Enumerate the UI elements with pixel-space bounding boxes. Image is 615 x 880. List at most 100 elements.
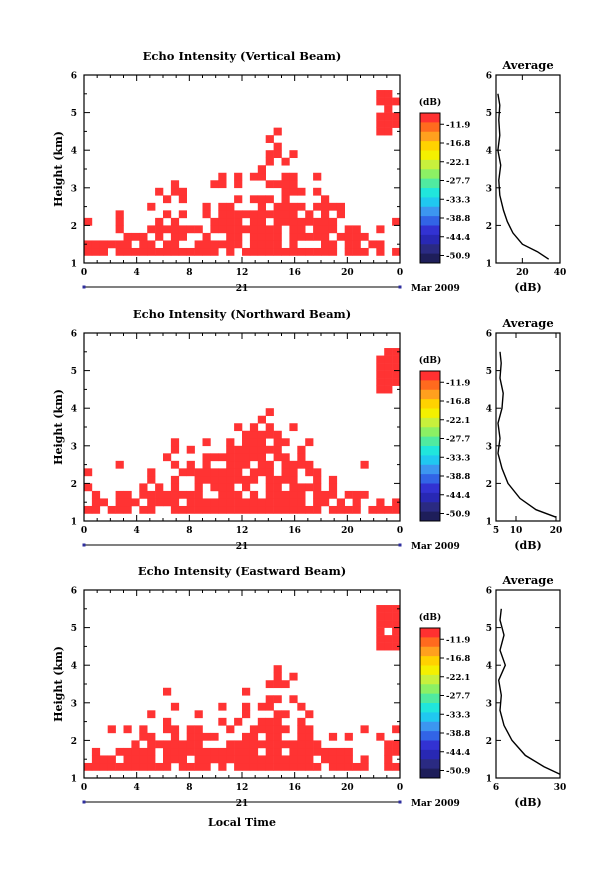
echo-cell <box>163 195 172 204</box>
echo-cell <box>297 217 306 226</box>
echo-cell <box>384 90 393 98</box>
echo-cell <box>107 755 116 764</box>
echo-cell <box>273 127 282 136</box>
echo-cell <box>249 172 259 181</box>
echo-cell <box>360 762 369 771</box>
x-tick-label: 8 <box>186 526 192 536</box>
echo-cell <box>84 468 93 477</box>
echo-cell <box>257 225 266 234</box>
echo-cell <box>170 187 180 196</box>
echo-cell <box>186 445 195 454</box>
echo-cell <box>178 505 187 514</box>
echo-cell <box>99 240 108 249</box>
echo-cell <box>297 732 306 741</box>
echo-cell <box>281 740 290 749</box>
echo-cell <box>194 732 203 741</box>
echo-cell <box>281 180 290 189</box>
echo-cell <box>218 202 227 211</box>
echo-cell <box>273 732 282 741</box>
echo-cell <box>249 195 259 204</box>
colorbar-swatch <box>420 159 440 170</box>
echo-cell <box>384 370 393 379</box>
echo-cell <box>170 490 180 499</box>
echo-cell <box>289 423 298 432</box>
colorbar-label: -33.3 <box>446 453 470 463</box>
echo-cell <box>392 348 401 356</box>
echo-cell <box>155 498 164 507</box>
echo-cell <box>170 445 180 454</box>
echo-cell <box>123 505 132 514</box>
echo-cell <box>384 120 393 128</box>
echo-cell <box>273 217 282 226</box>
echo-cell <box>249 232 259 241</box>
colorbar-frame <box>419 112 441 264</box>
echo-cell <box>273 445 282 454</box>
echo-cell <box>131 740 140 749</box>
echo-cell <box>170 217 180 226</box>
echo-cell <box>155 490 164 499</box>
echo-cell <box>257 468 266 477</box>
echo-cell <box>321 232 330 241</box>
echo-cell <box>194 225 203 234</box>
echo-cell <box>257 438 266 447</box>
date-label: Mar 2009 <box>411 799 460 809</box>
echo-cell <box>297 490 306 499</box>
echo-cell <box>352 232 361 241</box>
y-tick-label: 6 <box>71 330 77 340</box>
echo-cell <box>392 747 401 756</box>
echo-cell <box>257 247 266 256</box>
echo-cell <box>186 490 195 499</box>
y-tick-label: 2 <box>71 480 77 490</box>
echo-cell <box>344 732 353 741</box>
echo-cell <box>313 762 322 771</box>
echo-cell <box>257 415 266 424</box>
colorbar-label: -44.4 <box>446 233 470 243</box>
echo-cell <box>139 755 148 764</box>
echo-cell <box>131 498 140 507</box>
colorbar-swatch <box>420 455 440 466</box>
echo-cell <box>194 247 203 256</box>
echo-cell <box>289 210 298 219</box>
average-title: Average <box>501 573 553 587</box>
echo-cell <box>186 747 195 756</box>
echo-cell <box>265 445 274 454</box>
echo-cell <box>273 762 282 771</box>
echo-cell <box>155 740 164 749</box>
avg-y-tick-label: 4 <box>486 405 492 415</box>
echo-cell <box>265 717 274 726</box>
echo-cell <box>226 755 235 764</box>
echo-cell <box>297 498 306 507</box>
colorbar-swatch <box>420 684 440 695</box>
colorbar-label: -50.9 <box>446 510 470 520</box>
echo-cell <box>178 187 187 196</box>
echo-cell <box>328 225 338 234</box>
echo-cell <box>242 710 251 719</box>
echo-cell <box>328 475 338 484</box>
echo-cell <box>392 355 401 364</box>
echo-cell <box>186 247 195 256</box>
echo-cell <box>202 762 211 771</box>
colorbar-swatch <box>420 169 440 180</box>
echo-cell <box>218 475 227 484</box>
echo-cell <box>84 505 93 514</box>
colorbar-swatch <box>420 674 440 685</box>
echo-cell <box>281 195 290 204</box>
echo-cell <box>297 717 306 726</box>
echo-cell <box>376 225 385 234</box>
echo-cell <box>163 762 172 771</box>
echo-cell <box>170 747 180 756</box>
echo-cell <box>249 430 259 439</box>
echo-cell <box>305 725 314 734</box>
echo-cell <box>139 505 148 514</box>
echo-cell <box>305 438 314 447</box>
echo-cell <box>178 755 187 764</box>
y-tick-label: 6 <box>71 587 77 597</box>
echo-cell <box>170 232 180 241</box>
echo-cell <box>218 755 227 764</box>
echo-cell <box>376 620 385 628</box>
echo-cell <box>344 490 353 499</box>
echo-cell <box>273 665 282 674</box>
echo-cell <box>178 232 187 241</box>
echo-cell <box>234 755 243 764</box>
echo-cell <box>123 755 132 764</box>
